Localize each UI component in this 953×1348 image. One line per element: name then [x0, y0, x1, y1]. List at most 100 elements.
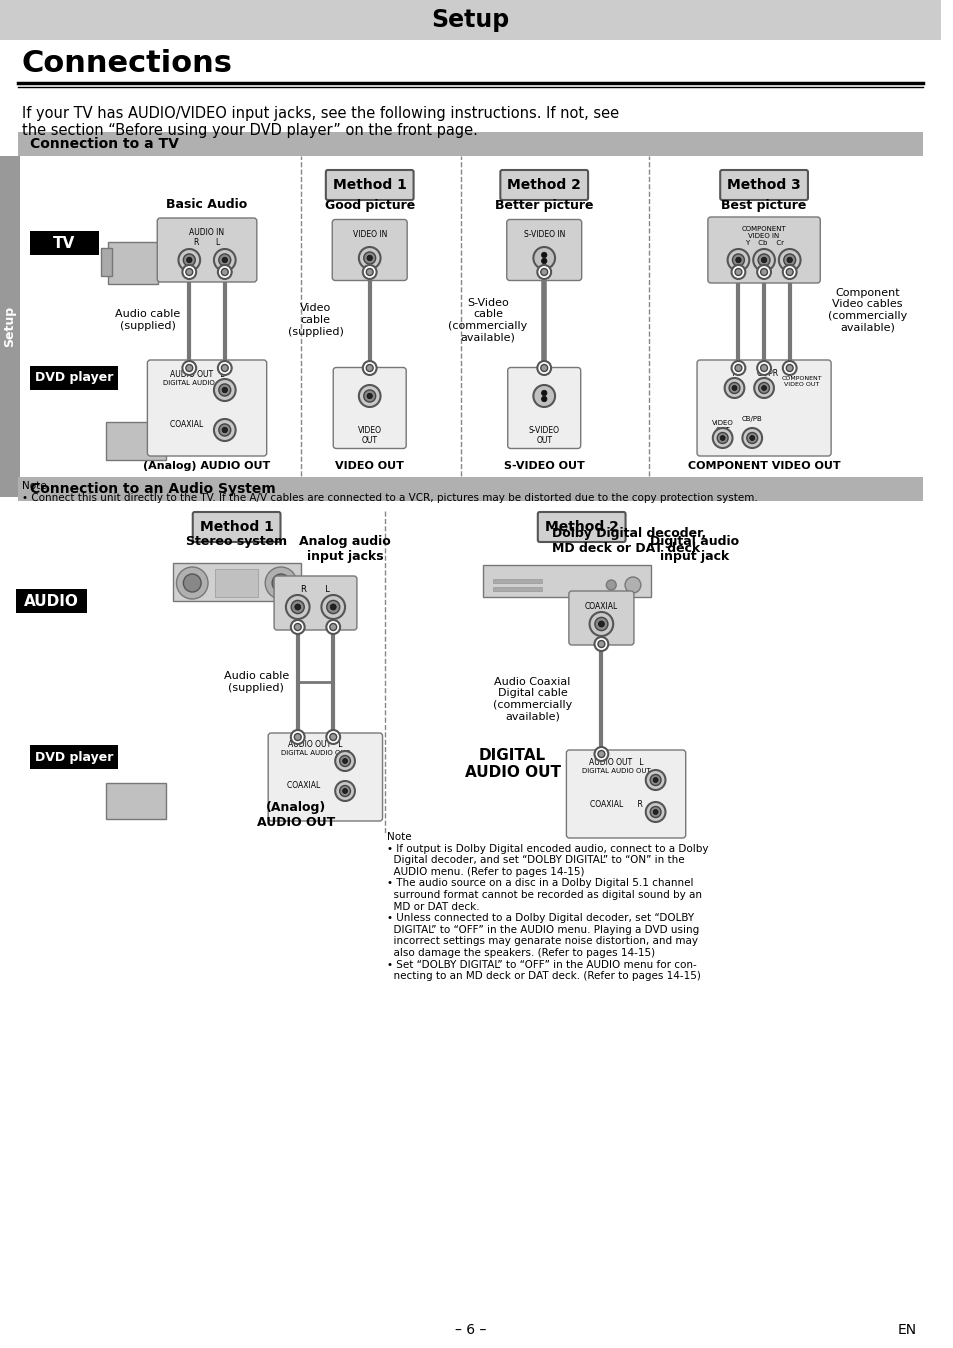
Text: COAXIAL       R: COAXIAL R [170, 421, 225, 429]
Text: Dolby Digital decoder,
MD deck or DAT deck: Dolby Digital decoder, MD deck or DAT de… [552, 527, 705, 555]
Circle shape [291, 731, 304, 744]
Circle shape [339, 755, 350, 767]
Bar [0, 156, 20, 497]
Circle shape [537, 266, 551, 279]
Circle shape [754, 377, 773, 398]
Circle shape [589, 612, 613, 636]
Bar [30, 367, 118, 390]
Text: Component
Video cables
(commercially
available): Component Video cables (commercially ava… [827, 287, 906, 333]
Text: Setup: Setup [431, 8, 509, 32]
Text: S-VIDEO
OUT: S-VIDEO OUT [528, 426, 559, 445]
Circle shape [541, 396, 546, 402]
Text: S-VIDEO OUT: S-VIDEO OUT [503, 461, 584, 470]
FancyBboxPatch shape [193, 512, 280, 542]
FancyBboxPatch shape [566, 749, 685, 838]
Bar [30, 231, 98, 255]
Text: COAXIAL        R: COAXIAL R [286, 780, 344, 790]
Circle shape [187, 257, 192, 263]
Circle shape [363, 252, 375, 264]
Circle shape [222, 387, 227, 392]
Text: CB/PB: CB/PB [741, 417, 761, 422]
Circle shape [785, 268, 792, 275]
Text: Connection to a TV: Connection to a TV [30, 137, 178, 151]
Circle shape [541, 259, 546, 264]
Circle shape [222, 257, 227, 263]
Bar [493, 580, 541, 582]
Circle shape [760, 268, 767, 275]
Circle shape [213, 249, 235, 271]
Bar [100, 248, 112, 276]
FancyBboxPatch shape [274, 576, 356, 630]
FancyBboxPatch shape [507, 368, 580, 449]
Circle shape [183, 574, 201, 592]
Circle shape [221, 364, 228, 372]
Text: COMPONENT VIDEO OUT: COMPONENT VIDEO OUT [687, 461, 840, 470]
Text: Setup: Setup [4, 306, 16, 346]
Circle shape [186, 364, 193, 372]
Bar [18, 477, 922, 501]
Text: DVD player: DVD player [34, 751, 113, 763]
FancyBboxPatch shape [697, 360, 830, 456]
FancyBboxPatch shape [537, 512, 625, 542]
Circle shape [286, 594, 310, 619]
Circle shape [291, 600, 304, 613]
Circle shape [213, 379, 235, 400]
Text: COAXIAL: COAXIAL [584, 603, 618, 611]
Circle shape [732, 253, 743, 266]
Circle shape [183, 253, 195, 266]
Text: Connections: Connections [22, 50, 233, 78]
Text: R       L: R L [301, 585, 330, 594]
Circle shape [335, 780, 355, 801]
Bar [482, 565, 650, 597]
Circle shape [533, 247, 555, 270]
Text: Analog audio
input jacks: Analog audio input jacks [299, 535, 391, 563]
FancyBboxPatch shape [332, 220, 407, 280]
Bar [172, 563, 300, 601]
Text: Method 2: Method 2 [544, 520, 618, 534]
Text: Note
• If output is Dolby Digital encoded audio, connect to a Dolby
  Digital de: Note • If output is Dolby Digital encode… [387, 832, 708, 981]
Bar [493, 586, 541, 590]
Circle shape [291, 620, 304, 634]
Circle shape [731, 361, 744, 375]
Circle shape [758, 253, 769, 266]
FancyBboxPatch shape [720, 170, 807, 200]
Bar [0, 0, 940, 40]
Circle shape [606, 580, 616, 590]
Circle shape [735, 257, 740, 263]
Circle shape [778, 249, 800, 271]
Circle shape [653, 810, 658, 814]
Text: Method 1: Method 1 [333, 178, 406, 191]
FancyBboxPatch shape [568, 590, 634, 644]
Circle shape [330, 604, 335, 611]
Circle shape [594, 638, 608, 651]
Circle shape [321, 594, 345, 619]
Circle shape [218, 425, 231, 435]
Circle shape [712, 429, 732, 448]
Bar [30, 745, 118, 768]
Circle shape [363, 390, 375, 402]
Circle shape [783, 253, 795, 266]
Circle shape [218, 253, 231, 266]
Circle shape [650, 775, 660, 786]
FancyBboxPatch shape [707, 217, 820, 283]
Circle shape [782, 361, 796, 375]
Circle shape [595, 617, 607, 631]
Circle shape [362, 266, 376, 279]
Bar [109, 243, 157, 284]
Text: S-Video
cable
(commercially
available): S-Video cable (commercially available) [448, 298, 527, 342]
Circle shape [749, 435, 754, 441]
Text: COAXIAL      R: COAXIAL R [589, 799, 642, 809]
Text: DIGITAL AUDIO OUT: DIGITAL AUDIO OUT [163, 380, 232, 386]
Text: S-VIDEO IN: S-VIDEO IN [523, 231, 564, 239]
Circle shape [786, 257, 792, 263]
Circle shape [342, 759, 347, 763]
Text: Digital audio
input jack: Digital audio input jack [650, 535, 739, 563]
Circle shape [217, 361, 232, 375]
Circle shape [533, 386, 555, 407]
Text: VIDEO
OUT: VIDEO OUT [711, 421, 733, 433]
Circle shape [366, 364, 373, 372]
Text: Video
cable
(supplied): Video cable (supplied) [287, 303, 343, 337]
Circle shape [540, 364, 547, 372]
Bar [107, 422, 166, 460]
Circle shape [218, 384, 231, 396]
